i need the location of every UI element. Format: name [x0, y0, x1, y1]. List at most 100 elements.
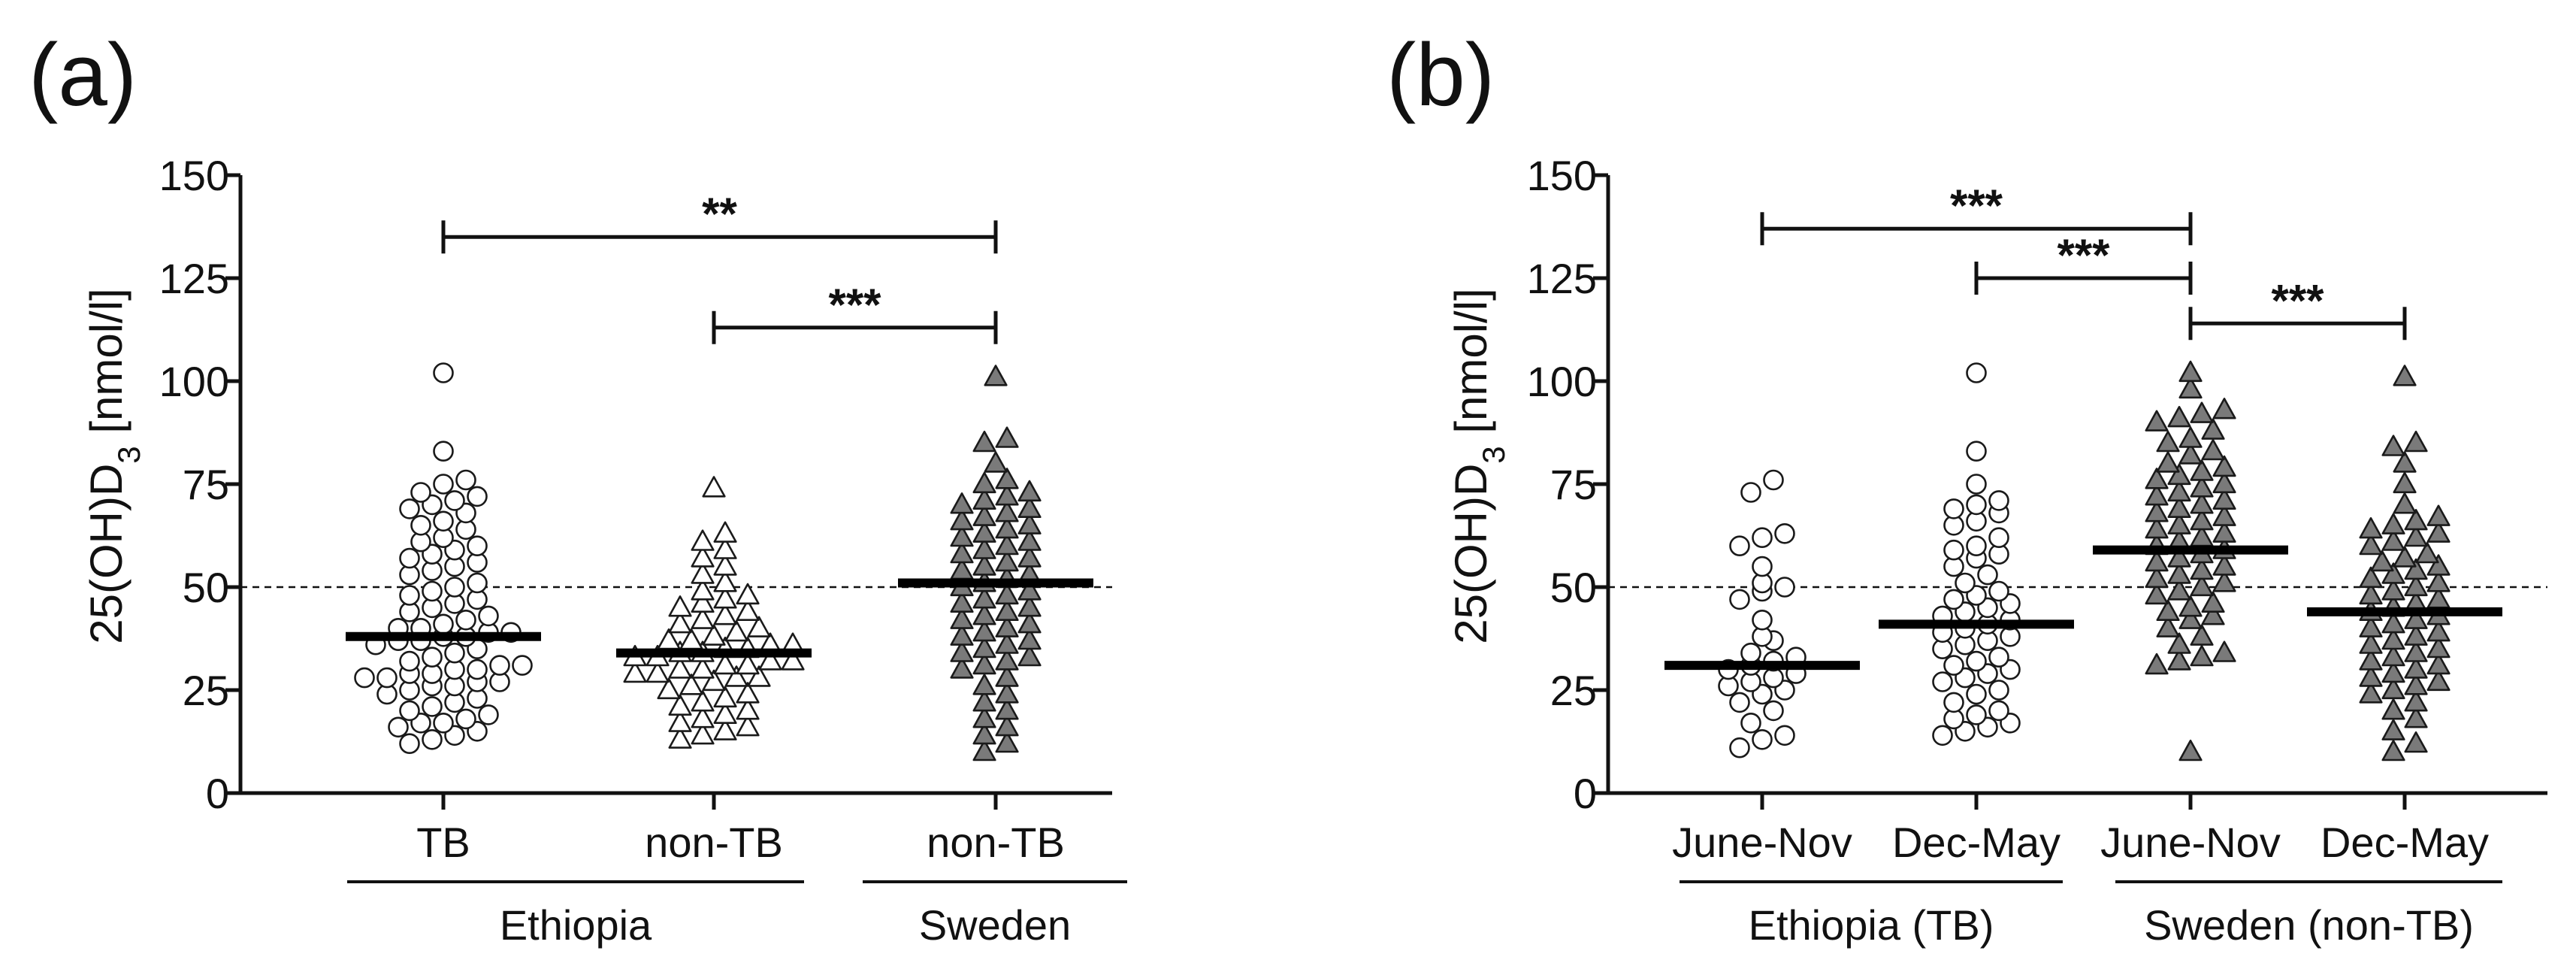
- data-point: [2145, 653, 2169, 675]
- data-point: [713, 653, 737, 675]
- data-point: [444, 642, 465, 664]
- data-point: [1729, 737, 1750, 758]
- data-point: [1932, 671, 1953, 692]
- data-point: [950, 541, 974, 564]
- data-point: [422, 580, 443, 602]
- data-point: [1977, 564, 1998, 586]
- data-point: [713, 719, 737, 740]
- data-point: [399, 585, 420, 606]
- data-point: [995, 632, 1019, 654]
- data-point: [2190, 459, 2214, 481]
- significance-bracket: [712, 310, 998, 344]
- data-point: [1988, 580, 2009, 602]
- data-point: [2426, 636, 2451, 659]
- data-point: [1988, 646, 2009, 668]
- data-point: [2178, 360, 2203, 383]
- data-point: [758, 649, 782, 671]
- data-point: [995, 550, 1019, 572]
- data-point: [713, 686, 737, 708]
- data-point: [972, 739, 996, 762]
- data-point: [2145, 501, 2169, 522]
- data-point: [1955, 572, 1976, 594]
- data-point: [444, 490, 465, 511]
- significance-label: ***: [2057, 230, 2110, 280]
- data-point: [2178, 739, 2203, 762]
- data-point: [724, 619, 748, 642]
- data-point: [736, 698, 760, 720]
- data-point: [736, 653, 760, 675]
- data-point: [2381, 434, 2405, 456]
- data-point: [2381, 579, 2405, 601]
- data-point: [1988, 680, 2009, 701]
- data-point: [1752, 609, 1773, 631]
- data-point: [399, 498, 420, 519]
- data-point: [2381, 677, 2405, 700]
- data-point: [995, 665, 1019, 687]
- data-point: [995, 583, 1019, 605]
- data-point: [2145, 583, 2169, 605]
- data-point: [691, 529, 715, 551]
- data-point: [467, 572, 488, 594]
- data-point: [2359, 516, 2383, 539]
- data-point: [1966, 474, 1987, 495]
- data-point: [2426, 669, 2451, 692]
- data-point: [2393, 451, 2417, 473]
- data-point: [995, 516, 1019, 539]
- data-point: [2178, 377, 2203, 399]
- data-point: [2201, 438, 2225, 461]
- data-point: [950, 591, 974, 613]
- data-point: [995, 426, 1019, 448]
- data-point: [1943, 589, 1964, 610]
- data-point: [2426, 521, 2451, 543]
- data-point: [2178, 607, 2203, 629]
- panel-b-y-tick-label: 50: [1550, 564, 1597, 611]
- data-point: [2156, 430, 2180, 453]
- data-point: [2178, 595, 2203, 617]
- data-point: [972, 636, 996, 659]
- data-point: [736, 583, 760, 605]
- data-point: [2190, 644, 2214, 667]
- data-point: [984, 451, 1008, 473]
- data-point: [1729, 535, 1750, 557]
- data-point: [2359, 616, 2383, 637]
- data-point: [691, 546, 715, 568]
- data-point: [995, 468, 1019, 489]
- data-point: [2156, 616, 2180, 637]
- data-point: [433, 613, 454, 635]
- data-point: [668, 611, 692, 634]
- data-point: [691, 690, 715, 712]
- data-point: [1774, 522, 1795, 544]
- data-point: [1017, 513, 1042, 534]
- data-point: [950, 508, 974, 531]
- data-point: [2404, 558, 2428, 580]
- data-point: [702, 669, 726, 692]
- data-point: [972, 587, 996, 609]
- data-point: [512, 655, 533, 676]
- data-point: [410, 482, 431, 503]
- data-point: [724, 665, 748, 687]
- data-point: [422, 728, 443, 750]
- panel-a-y-tick-label: 25: [183, 667, 229, 714]
- data-point: [1017, 611, 1042, 634]
- data-point: [1943, 692, 1964, 713]
- data-point: [995, 698, 1019, 720]
- data-point: [781, 649, 805, 671]
- data-point: [2190, 574, 2214, 597]
- data-point: [2381, 562, 2405, 584]
- data-point: [2359, 566, 2383, 589]
- data-point: [2212, 455, 2236, 477]
- data-point: [467, 486, 488, 507]
- data-point: [2404, 640, 2428, 662]
- data-point: [972, 690, 996, 712]
- panel-b-y-tick-label: 150: [1527, 152, 1597, 199]
- data-point: [995, 649, 1019, 671]
- data-point: [691, 657, 715, 679]
- data-point: [399, 650, 420, 672]
- data-point: [2404, 508, 2428, 531]
- data-point: [2145, 484, 2169, 506]
- data-point: [2381, 611, 2405, 634]
- data-point: [972, 554, 996, 576]
- panel-b-y-tick-label: 75: [1550, 461, 1597, 508]
- data-point: [713, 604, 737, 625]
